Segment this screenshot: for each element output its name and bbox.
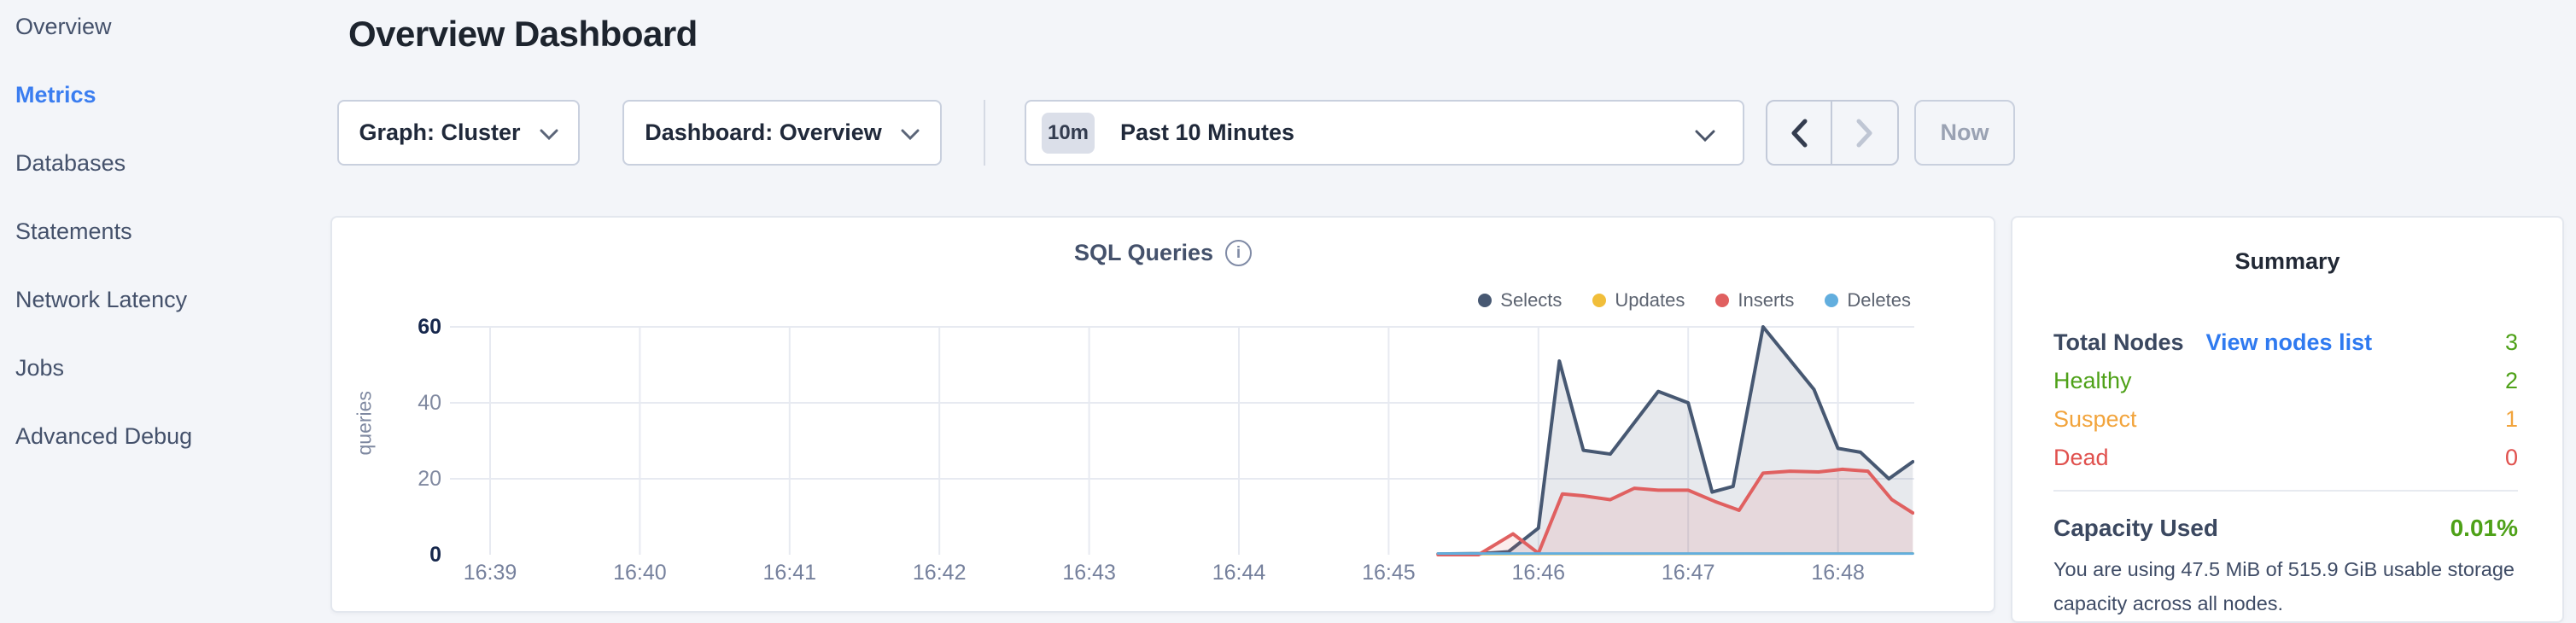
dashboard-dropdown-label: Dashboard: Overview — [645, 119, 882, 145]
legend-label: Inserts — [1738, 289, 1795, 311]
chart-title: SQL Queries — [1073, 240, 1214, 265]
legend-label: Updates — [1615, 289, 1685, 311]
summary-row-value: 3 — [2504, 329, 2518, 355]
series-line-selects — [1436, 325, 1914, 556]
chevron-down-icon — [901, 129, 920, 140]
sidebar-item-databases[interactable]: Databases — [15, 150, 126, 176]
x-tick-label: 16:44 — [1212, 561, 1266, 585]
summary-row-total-nodes: Total Nodes View nodes list 3 — [2053, 327, 2518, 358]
graph-dropdown[interactable]: Graph: Cluster — [337, 100, 580, 166]
legend-dot-icon — [1592, 294, 1607, 307]
sidebar-item-network-latency[interactable]: Network Latency — [15, 287, 188, 312]
chevron-left-icon — [1791, 119, 1808, 147]
sidebar-item-jobs[interactable]: Jobs — [15, 355, 65, 381]
y-tick-label: 60 — [418, 315, 441, 339]
capacity-description: You are using 47.5 MiB of 515.9 GiB usab… — [2053, 558, 2515, 614]
x-tick-label: 16:39 — [463, 561, 517, 585]
x-tick-label: 16:42 — [912, 561, 967, 585]
capacity-used-value: 0.01% — [2450, 515, 2518, 541]
legend-dot-icon — [1715, 294, 1730, 307]
sidebar-item-advanced-debug[interactable]: Advanced Debug — [15, 423, 193, 449]
summary-row-value: 2 — [2504, 368, 2518, 393]
sidebar-item-overview[interactable]: Overview — [15, 14, 112, 39]
summary-row-suspect: Suspect 1 — [2053, 404, 2518, 434]
legend-item-inserts: Inserts — [1715, 289, 1794, 312]
info-icon[interactable]: i — [1225, 240, 1253, 266]
y-axis-label: queries — [353, 391, 376, 456]
x-tick-label: 16:41 — [762, 561, 817, 585]
summary-row-value: 1 — [2504, 406, 2518, 432]
legend-item-deletes: Deletes — [1825, 289, 1911, 312]
time-range-badge: 10m — [1042, 112, 1095, 154]
time-pager — [1766, 100, 1899, 166]
sql-queries-plot — [450, 325, 1914, 556]
chart-legend: Selects Updates Inserts Deletes — [1478, 289, 1911, 312]
legend-label: Selects — [1500, 289, 1563, 311]
summary-row-label: Dead — [2053, 445, 2109, 470]
summary-row-label: Total Nodes — [2053, 329, 2184, 355]
chevron-down-icon — [540, 129, 558, 140]
capacity-used-label: Capacity Used — [2053, 515, 2218, 541]
sql-queries-chart-card: SQL Queries i Selects Updates Inserts Delet… — [330, 216, 1995, 613]
time-range-dropdown[interactable]: 10m Past 10 Minutes — [1025, 100, 1744, 166]
view-nodes-list-link[interactable]: View nodes list — [2205, 329, 2373, 355]
now-button[interactable]: Now — [1914, 100, 2015, 166]
summary-row-dead: Dead 0 — [2053, 442, 2518, 473]
time-next-button[interactable] — [1832, 102, 1897, 164]
summary-row-value: 0 — [2504, 445, 2518, 470]
summary-title: Summary — [2234, 248, 2340, 274]
summary-panel: Summary Total Nodes View nodes list 3 Healt… — [2011, 216, 2564, 623]
summary-row-label: Suspect — [2053, 406, 2137, 432]
chevron-right-icon — [1856, 119, 1872, 147]
sidebar-item-metrics[interactable]: Metrics — [15, 82, 96, 108]
chevron-down-icon — [1695, 130, 1715, 143]
x-tick-label: 16:45 — [1362, 561, 1416, 585]
x-tick-label: 16:47 — [1661, 561, 1715, 585]
x-tick-label: 16:46 — [1511, 561, 1566, 585]
time-prev-button[interactable] — [1767, 102, 1832, 164]
legend-label: Deletes — [1847, 289, 1911, 311]
legend-item-selects: Selects — [1478, 289, 1562, 312]
x-tick-label: 16:40 — [613, 561, 667, 585]
legend-dot-icon — [1825, 294, 1839, 307]
sidebar-item-statements[interactable]: Statements — [15, 218, 132, 244]
summary-row-label: Healthy — [2053, 368, 2132, 393]
summary-divider — [2053, 490, 2518, 492]
legend-dot-icon — [1478, 294, 1492, 307]
y-tick-label: 20 — [418, 467, 441, 491]
series-area-inserts — [1438, 469, 1913, 555]
graph-dropdown-label: Graph: Cluster — [359, 119, 521, 145]
summary-row-healthy: Healthy 2 — [2053, 365, 2518, 396]
time-range-label: Past 10 Minutes — [1120, 119, 1295, 145]
sidebar: Overview Metrics Databases Statements Networ… — [0, 0, 331, 623]
page-title: Overview Dashboard — [348, 14, 698, 54]
y-tick-label: 0 — [429, 543, 441, 567]
dashboard-dropdown[interactable]: Dashboard: Overview — [622, 100, 942, 166]
y-tick-label: 40 — [418, 391, 441, 415]
x-tick-label: 16:48 — [1811, 561, 1865, 585]
legend-item-updates: Updates — [1592, 289, 1685, 312]
controls-divider — [984, 100, 985, 166]
x-tick-label: 16:43 — [1062, 561, 1116, 585]
